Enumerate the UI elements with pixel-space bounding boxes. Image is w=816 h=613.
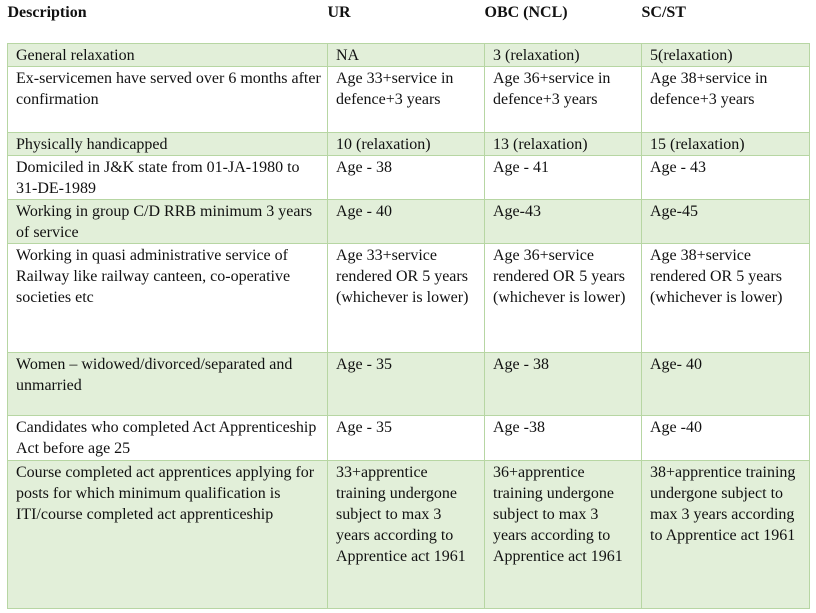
header-description: Description — [7, 0, 328, 44]
scst-cell: Age 38+service rendered OR 5 years (whic… — [641, 243, 810, 353]
description-cell: Course completed act apprentices applyin… — [7, 460, 328, 609]
ur-cell: NA — [327, 43, 485, 67]
description-cell: Domiciled in J&K state from 01-JA-1980 t… — [7, 155, 328, 200]
scst-cell: 5(relaxation) — [641, 43, 810, 67]
description-cell: Physically handicapped — [7, 132, 328, 156]
table-row: General relaxation NA 3 (relaxation) 5(r… — [7, 43, 810, 67]
table-row: Physically handicapped 10 (relaxation) 1… — [7, 132, 810, 156]
obc-cell: Age 36+service in defence+3 years — [484, 66, 642, 133]
ur-cell: Age 33+service in defence+3 years — [327, 66, 485, 133]
ur-cell: Age - 38 — [327, 155, 485, 200]
table-row: Women – widowed/divorced/separated and u… — [7, 352, 810, 416]
obc-cell: 13 (relaxation) — [484, 132, 642, 156]
header-sc-st: SC/ST — [641, 0, 810, 44]
table-row: Course completed act apprentices applyin… — [7, 460, 810, 609]
description-cell: General relaxation — [7, 43, 328, 67]
description-cell: Candidates who completed Act Apprentices… — [7, 415, 328, 461]
ur-cell: Age 33+service rendered OR 5 years (whic… — [327, 243, 485, 353]
obc-cell: Age - 38 — [484, 352, 642, 416]
obc-cell: Age-43 — [484, 199, 642, 244]
scst-cell: Age-45 — [641, 199, 810, 244]
ur-cell: Age - 40 — [327, 199, 485, 244]
obc-cell: Age 36+service rendered OR 5 years (whic… — [484, 243, 642, 353]
obc-cell: Age - 41 — [484, 155, 642, 200]
scst-cell: Age -40 — [641, 415, 810, 461]
scst-cell: 15 (relaxation) — [641, 132, 810, 156]
table-row: Working in quasi administrative service … — [7, 243, 810, 353]
header-ur: UR — [327, 0, 485, 44]
ur-cell: Age - 35 — [327, 352, 485, 416]
ur-cell: 10 (relaxation) — [327, 132, 485, 156]
table-row: Ex-servicemen have served over 6 months … — [7, 66, 810, 133]
table-row: Domiciled in J&K state from 01-JA-1980 t… — [7, 155, 810, 200]
description-cell: Working in quasi administrative service … — [7, 243, 328, 353]
header-row: Description UR OBC (NCL) SC/ST — [7, 0, 810, 44]
description-cell: Working in group C/D RRB minimum 3 years… — [7, 199, 328, 244]
table-row: Working in group C/D RRB minimum 3 years… — [7, 199, 810, 244]
ur-cell: 33+apprentice training undergone subject… — [327, 460, 485, 609]
ur-cell: Age - 35 — [327, 415, 485, 461]
scst-cell: Age 38+service in defence+3 years — [641, 66, 810, 133]
header-obc-ncl: OBC (NCL) — [484, 0, 642, 44]
description-cell: Ex-servicemen have served over 6 months … — [7, 66, 328, 133]
description-cell: Women – widowed/divorced/separated and u… — [7, 352, 328, 416]
obc-cell: 3 (relaxation) — [484, 43, 642, 67]
obc-cell: 36+apprentice training undergone subject… — [484, 460, 642, 609]
age-relaxation-table: Description UR OBC (NCL) SC/ST General r… — [7, 0, 810, 609]
table-row: Candidates who completed Act Apprentices… — [7, 415, 810, 461]
scst-cell: 38+apprentice training undergone subject… — [641, 460, 810, 609]
obc-cell: Age -38 — [484, 415, 642, 461]
scst-cell: Age - 43 — [641, 155, 810, 200]
scst-cell: Age- 40 — [641, 352, 810, 416]
